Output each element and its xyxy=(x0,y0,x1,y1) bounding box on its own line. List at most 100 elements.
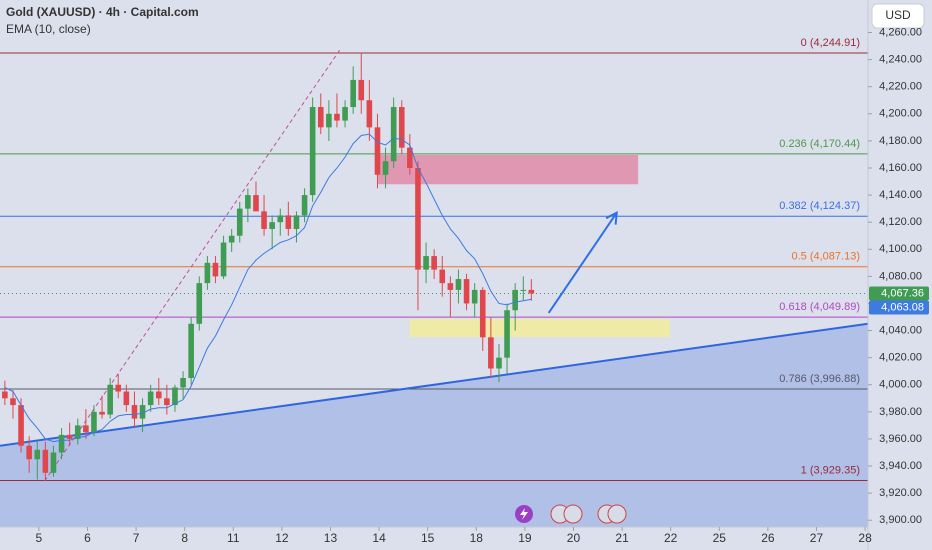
y-tick-label: 4,120.00 xyxy=(879,216,922,228)
x-tick-label: 20 xyxy=(567,531,581,545)
y-tick-label: 4,100.00 xyxy=(879,243,922,255)
candle-body xyxy=(58,434,65,453)
candle-body xyxy=(18,405,24,446)
x-tick-label: 22 xyxy=(664,531,678,545)
candle-body xyxy=(374,127,381,175)
candle-body xyxy=(253,195,259,212)
candle-body xyxy=(317,107,324,128)
candle-body xyxy=(42,449,49,473)
x-tick-label: 28 xyxy=(858,531,872,545)
currency-button[interactable] xyxy=(871,3,925,29)
y-tick-label: 4,000.00 xyxy=(879,379,922,391)
x-tick-label: 6 xyxy=(84,531,91,545)
y-tick-label: 4,160.00 xyxy=(879,162,922,174)
ema-line xyxy=(4,133,532,443)
y-tick-label: 4,080.00 xyxy=(879,270,922,282)
x-tick-label: 21 xyxy=(615,531,629,545)
y-tick-label: 3,960.00 xyxy=(879,433,922,445)
candle-body xyxy=(455,279,462,290)
arrow-head xyxy=(605,210,618,225)
y-tick-label: 3,980.00 xyxy=(879,406,922,418)
candle-body xyxy=(334,113,340,121)
plot-area: 0 (4,244.91) 0.236 (4,170.44) 0.382 (4,124… xyxy=(0,37,869,527)
candle-body xyxy=(366,100,373,128)
candle-body xyxy=(431,256,437,270)
x-tick-label: 14 xyxy=(372,531,386,545)
candle-body xyxy=(350,79,356,108)
y-tick-label: 4,140.00 xyxy=(879,189,922,201)
candle-body xyxy=(99,411,105,415)
fib-label: 0.618 (4,049.89) xyxy=(779,301,860,313)
x-tick-label: 18 xyxy=(470,531,484,545)
y-tick-label: 4,020.00 xyxy=(879,352,922,364)
candle-body xyxy=(471,289,478,304)
candle-body xyxy=(164,398,170,406)
fib-label: 1 (3,929.35) xyxy=(801,464,860,476)
candle-body xyxy=(236,208,243,236)
zone xyxy=(409,319,670,338)
candle-body xyxy=(512,289,518,311)
event-icons xyxy=(515,504,627,524)
chart-title: Gold (XAUUSD) · 4h · Capital.com xyxy=(6,5,199,19)
x-tick-label: 7 xyxy=(133,531,140,545)
trend-area xyxy=(0,323,868,527)
fib-label: 0.382 (4,124.37) xyxy=(779,200,860,212)
price-badge xyxy=(869,300,929,315)
candle-body xyxy=(172,387,178,406)
candle-body xyxy=(301,195,308,216)
candle-body xyxy=(34,449,41,460)
candle-body xyxy=(83,425,89,433)
candle-body xyxy=(50,452,57,473)
candle-body xyxy=(423,256,429,270)
y-tick-label: 4,220.00 xyxy=(879,81,922,93)
event-icon[interactable] xyxy=(607,504,627,524)
x-tick-label: 13 xyxy=(324,531,338,545)
fib-label: 0.786 (3,996.88) xyxy=(779,373,860,385)
indicator-label: EMA (10, close) xyxy=(6,22,91,36)
price-badge xyxy=(869,286,929,301)
fib-label: 0 (4,244.91) xyxy=(801,37,860,49)
candle-body xyxy=(488,337,494,369)
candle-body xyxy=(2,391,8,399)
y-tick-label: 4,180.00 xyxy=(879,135,922,147)
x-tick-label: 11 xyxy=(227,531,240,545)
candle-body xyxy=(285,215,292,229)
y-tick-label: 4,240.00 xyxy=(879,54,922,66)
fib-label: 0.5 (4,087.13) xyxy=(792,251,861,263)
candle-body xyxy=(309,107,316,196)
y-tick-label: 3,920.00 xyxy=(879,487,922,499)
x-tick-label: 15 xyxy=(421,531,435,545)
zone xyxy=(378,154,639,185)
candle-body xyxy=(220,242,227,277)
x-tick-label: 26 xyxy=(761,531,775,545)
x-tick-label: 25 xyxy=(713,531,727,545)
candle-body xyxy=(277,215,284,223)
candle-body xyxy=(407,147,413,168)
event-icon[interactable] xyxy=(563,504,583,524)
x-tick-label: 8 xyxy=(181,531,188,545)
candle-body xyxy=(520,289,527,291)
candle-body xyxy=(107,384,113,415)
candle-body xyxy=(66,434,73,439)
candle-body xyxy=(390,107,397,162)
candle-body xyxy=(131,405,138,419)
arrow xyxy=(547,212,618,314)
x-tick-label: 27 xyxy=(810,531,824,545)
candle-body xyxy=(504,310,510,358)
price-badge-label: 4,063.08 xyxy=(881,301,924,313)
candle-body xyxy=(245,195,251,209)
candle-body xyxy=(398,107,405,148)
candle-body xyxy=(528,289,535,294)
x-tick-label: 19 xyxy=(518,531,532,545)
candle-body xyxy=(147,391,154,406)
trend-line xyxy=(0,322,869,447)
candle-body xyxy=(180,377,186,388)
candle-body xyxy=(261,211,267,229)
y-tick-label: 4,040.00 xyxy=(879,324,922,336)
currency-label: USD xyxy=(885,8,911,22)
candle-body xyxy=(10,398,16,406)
candle-body xyxy=(115,384,122,392)
candle-body xyxy=(155,391,162,399)
candle-body xyxy=(415,167,421,270)
